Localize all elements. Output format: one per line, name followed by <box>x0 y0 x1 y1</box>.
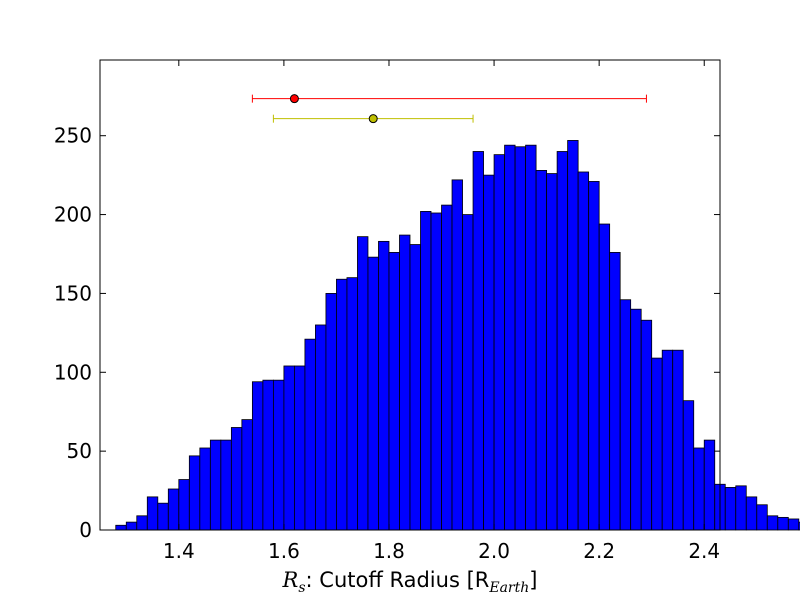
histogram-bar <box>525 144 537 531</box>
histogram-bar <box>125 521 138 531</box>
histogram-bar <box>630 308 642 531</box>
histogram-bar <box>283 365 295 531</box>
histogram-bar <box>188 455 201 531</box>
histogram-bar <box>672 349 684 531</box>
histogram-bar <box>745 496 758 531</box>
errorbars-group <box>251 94 647 124</box>
x-tick-label: 1.6 <box>268 539 300 563</box>
y-tick-label: 150 <box>54 281 92 305</box>
histogram-bar <box>598 223 611 531</box>
histogram-bar <box>798 521 800 531</box>
histogram-bar <box>588 181 600 531</box>
histogram-bar <box>167 488 180 531</box>
x-tick-label: 1.4 <box>163 539 195 563</box>
histogram-bar <box>241 419 253 531</box>
histogram-bar <box>493 154 505 531</box>
histogram-bar <box>304 338 316 531</box>
histogram-bar <box>651 357 663 531</box>
y-tick-label: 50 <box>67 439 92 463</box>
histogram-bar <box>546 173 558 531</box>
y-tick-label: 0 <box>79 518 92 542</box>
histogram-bar <box>136 515 148 531</box>
histogram-bar <box>272 379 285 531</box>
histogram-bar <box>682 400 695 531</box>
histogram-bar <box>556 151 569 531</box>
y-tick-label: 250 <box>54 124 92 148</box>
x-tick-label: 2.0 <box>478 539 510 563</box>
histogram-bar <box>220 439 232 531</box>
x-axis-label: Rs: Cutoff Radius [REarth] <box>282 568 538 596</box>
histogram-bar <box>787 518 800 531</box>
errorbar-point <box>368 114 378 124</box>
x-tick-label: 2.2 <box>583 539 615 563</box>
histogram-bar <box>567 140 579 531</box>
histogram-bar <box>157 502 169 531</box>
errorbar-point <box>289 94 299 104</box>
histogram-bar <box>146 496 159 531</box>
histogram-bar <box>325 293 337 531</box>
histogram-bar <box>357 236 369 531</box>
histogram-bar <box>346 277 358 531</box>
histogram-bar <box>441 204 453 531</box>
histogram-bar <box>766 515 779 531</box>
histogram-bar <box>619 299 632 531</box>
histogram-bar <box>315 324 327 531</box>
y-tick-label: 100 <box>54 360 92 384</box>
histogram-bar <box>462 214 474 531</box>
histogram-bar <box>661 349 674 531</box>
histogram-bar <box>777 516 789 531</box>
y-tick-label: 200 <box>54 203 92 227</box>
x-tick-label: 2.4 <box>688 539 720 563</box>
histogram-bar <box>399 234 411 531</box>
histogram-bar <box>199 447 211 531</box>
histogram-bar <box>230 427 243 531</box>
histogram-bar <box>420 211 432 531</box>
histogram-bar <box>724 487 737 531</box>
histogram-bar <box>483 174 495 531</box>
histogram-bar <box>115 524 127 531</box>
histogram-bar <box>178 479 190 531</box>
histogram-bar <box>504 144 516 531</box>
histogram-bar <box>409 244 421 531</box>
histogram-bar <box>251 381 264 531</box>
histogram-bar <box>336 278 348 531</box>
histogram-bar <box>367 256 379 531</box>
histogram-bar <box>472 151 484 531</box>
histogram-bar <box>451 179 463 531</box>
plot-frame <box>99 59 721 531</box>
histogram-bar <box>514 146 526 531</box>
histogram-bar <box>378 240 390 531</box>
histogram-bar <box>609 252 621 531</box>
histogram-bar <box>756 504 768 531</box>
histogram-bar <box>262 379 274 531</box>
histogram-bar <box>735 485 747 531</box>
histogram-bar <box>703 439 716 531</box>
histogram-bar <box>209 439 222 531</box>
histogram-bar <box>294 365 306 531</box>
ticks-group: 1.4 1.6 1.8 2.0 2.2 2.4 0 50 100 150 200 250 <box>54 60 720 563</box>
x-tick-label: 1.8 <box>373 539 405 563</box>
histogram-bar <box>388 252 400 531</box>
histogram-bar <box>535 170 548 531</box>
histogram-bar <box>577 171 590 531</box>
histogram-bar <box>693 447 705 531</box>
histogram-bar <box>640 319 653 531</box>
histogram-bar <box>430 212 442 531</box>
